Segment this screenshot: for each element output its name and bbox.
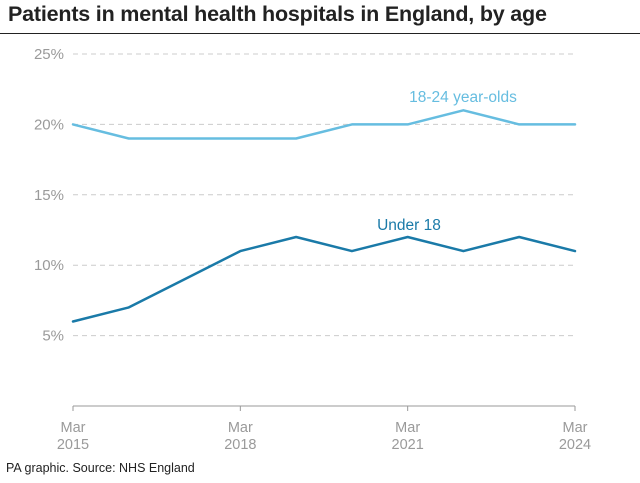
y-tick-label: 5% — [42, 328, 64, 345]
y-tick-label: 15% — [34, 187, 64, 204]
series-label-18-24-year-olds: 18-24 year-olds — [409, 89, 517, 106]
y-tick-label: 10% — [34, 257, 64, 274]
y-tick-label: 20% — [34, 116, 64, 133]
x-tick-label: Mar 2018 — [224, 420, 256, 453]
y-tick-label: 25% — [34, 46, 64, 63]
x-tick-label: Mar 2021 — [392, 420, 424, 453]
title-divider — [0, 33, 640, 34]
series-line-18-24-year-olds — [71, 109, 577, 140]
x-tick-label: Mar 2024 — [559, 420, 591, 453]
series-label-under-18: Under 18 — [377, 217, 441, 234]
source-note: PA graphic. Source: NHS England — [6, 461, 195, 475]
x-tick-label: Mar 2015 — [57, 420, 89, 453]
series-line-under-18 — [71, 235, 577, 323]
chart-title: Patients in mental health hospitals in E… — [8, 2, 547, 26]
